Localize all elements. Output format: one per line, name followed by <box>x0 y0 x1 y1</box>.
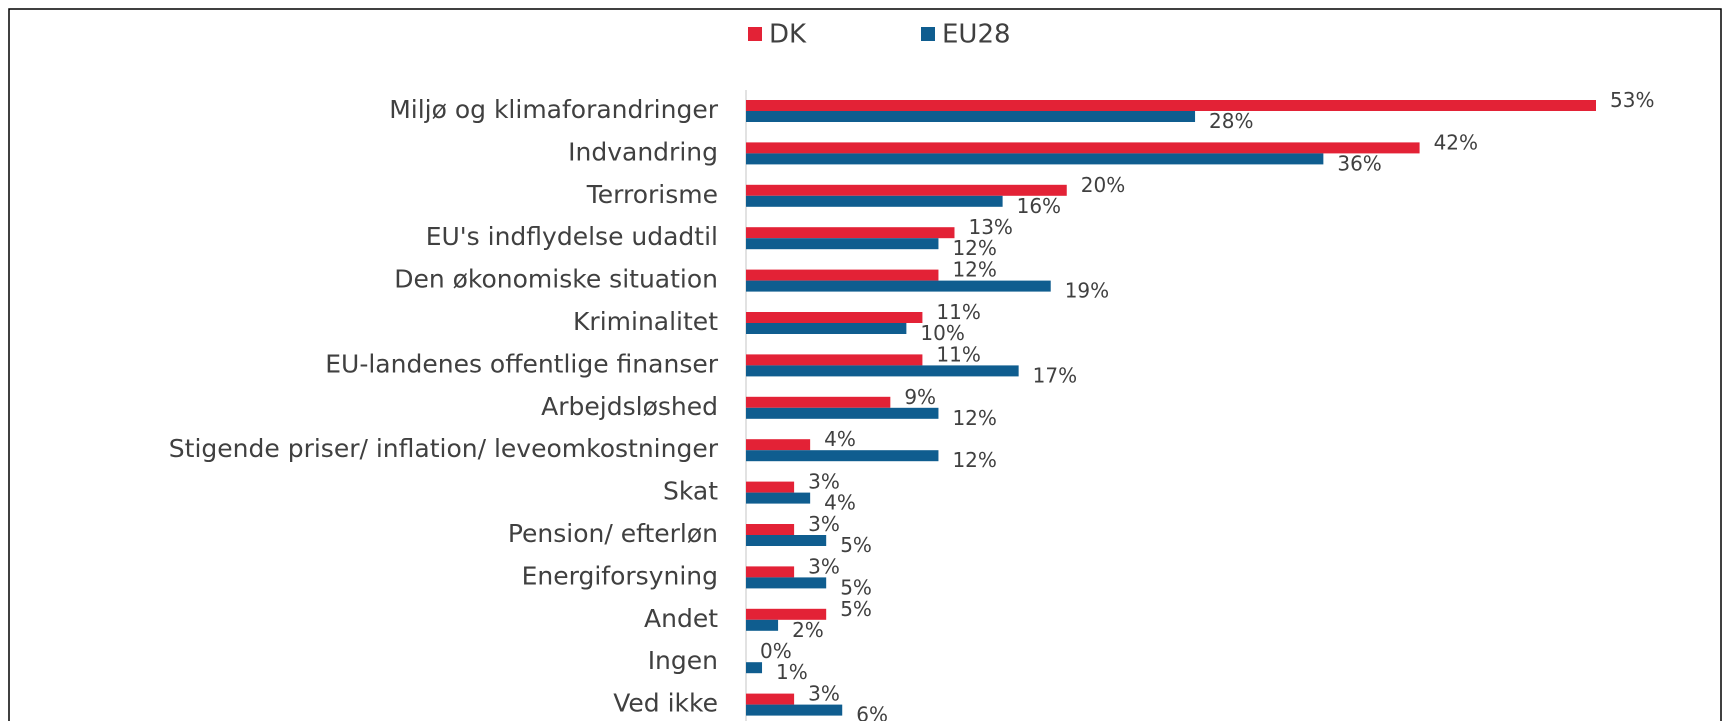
value-label: 16% <box>1017 194 1061 218</box>
bar <box>746 439 811 451</box>
bar <box>746 195 1003 207</box>
bar <box>746 704 843 716</box>
bar <box>746 365 1019 377</box>
value-label: 3% <box>808 512 840 536</box>
value-label: 36% <box>1337 151 1381 175</box>
category-label: Ved ikke <box>613 689 718 718</box>
value-label: 3% <box>808 470 840 494</box>
value-label: 12% <box>952 406 996 430</box>
bar <box>746 238 939 250</box>
value-label: 9% <box>904 385 936 409</box>
bar <box>746 619 779 631</box>
value-label: 42% <box>1434 130 1478 154</box>
bar <box>746 608 827 620</box>
legend-label: DK <box>769 20 807 50</box>
bar <box>746 227 955 239</box>
value-label: 3% <box>808 554 840 578</box>
bar <box>746 142 1420 154</box>
bar <box>746 693 795 705</box>
value-label: 13% <box>968 215 1012 239</box>
bar <box>746 312 923 323</box>
value-label: 5% <box>840 533 872 557</box>
value-label: 17% <box>1033 363 1077 387</box>
bar <box>746 153 1324 165</box>
bar <box>746 481 795 493</box>
category-label: EU-landenes offentlige finanser <box>325 349 718 378</box>
legend-label: EU28 <box>942 20 1011 50</box>
value-label: 3% <box>808 682 840 706</box>
value-label: 5% <box>840 575 872 599</box>
value-label: 11% <box>936 300 980 324</box>
category-label: Den økonomiske situation <box>394 265 718 294</box>
value-label: 5% <box>840 597 872 621</box>
category-label: Energiforsyning <box>522 561 718 590</box>
bar <box>746 396 891 408</box>
legend-swatch <box>921 27 935 41</box>
bar <box>746 566 795 578</box>
bar <box>746 280 1051 292</box>
legend-swatch <box>748 27 762 41</box>
value-label: 12% <box>952 258 996 282</box>
bar <box>746 354 923 366</box>
bar <box>746 111 1196 122</box>
value-label: 2% <box>792 618 824 642</box>
bar <box>746 323 907 334</box>
value-label: 4% <box>824 427 856 451</box>
value-label: 28% <box>1209 109 1253 133</box>
category-label: Miljø og klimaforandringer <box>389 95 719 124</box>
category-label: Stigende priser/ inflation/ leveomkostni… <box>169 434 719 463</box>
value-label: 0% <box>760 639 792 663</box>
category-label: Kriminalitet <box>573 307 718 336</box>
value-label: 12% <box>952 236 996 260</box>
bar <box>746 535 827 546</box>
value-label: 19% <box>1065 279 1109 303</box>
bar <box>746 450 939 462</box>
category-label: Ingen <box>648 646 718 675</box>
category-label: Terrorisme <box>586 180 718 209</box>
chart-frame <box>8 8 1722 721</box>
value-label: 1% <box>776 660 808 684</box>
category-label: Skat <box>663 477 718 506</box>
category-label: Andet <box>644 604 718 633</box>
bar <box>746 100 1596 111</box>
value-label: 10% <box>920 321 964 345</box>
bar <box>746 184 1067 196</box>
category-label: Arbejdsløshed <box>541 392 718 421</box>
bar <box>746 577 827 589</box>
bar <box>746 407 939 419</box>
bar <box>746 662 763 674</box>
value-label: 6% <box>856 703 888 721</box>
category-label: Indvandring <box>568 137 718 166</box>
category-label: EU's indflydelse udadtil <box>426 222 718 251</box>
value-label: 20% <box>1081 173 1125 197</box>
value-label: 12% <box>952 448 996 472</box>
category-label: Pension/ efterløn <box>508 519 718 548</box>
value-label: 4% <box>824 491 856 515</box>
bar <box>746 524 795 535</box>
value-label: 53% <box>1610 88 1654 112</box>
bar <box>746 269 939 281</box>
bar <box>746 492 811 504</box>
value-label: 11% <box>936 342 980 366</box>
